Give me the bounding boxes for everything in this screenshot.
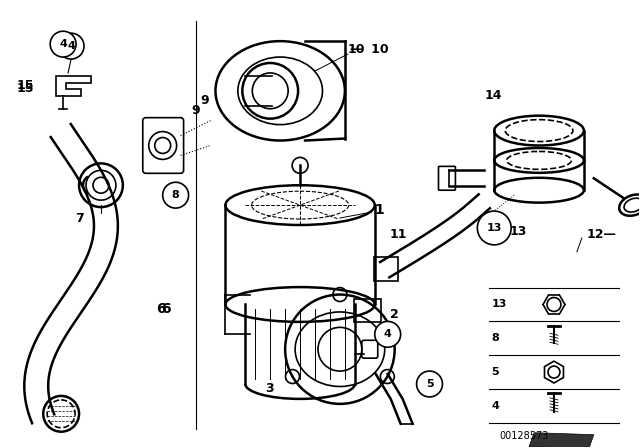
Text: 00128573: 00128573 [499,431,548,441]
Text: 11: 11 [390,228,407,241]
Text: 3: 3 [265,383,274,396]
Text: 8: 8 [172,190,179,200]
Text: 2: 2 [390,308,399,321]
Circle shape [375,321,401,347]
Text: 5: 5 [492,367,499,377]
Text: 6: 6 [156,302,165,316]
Circle shape [58,33,84,59]
Polygon shape [529,433,594,448]
Text: 8: 8 [492,333,499,343]
Circle shape [417,371,442,397]
Text: 15: 15 [17,82,34,95]
Text: 4: 4 [59,39,67,49]
Text: 13: 13 [486,223,502,233]
Text: 13: 13 [492,300,507,310]
Text: 4: 4 [67,41,75,51]
Text: 9: 9 [200,94,209,107]
Text: 9: 9 [191,104,200,117]
Text: 7: 7 [75,211,83,224]
Text: 4: 4 [492,401,499,411]
Text: 1: 1 [375,203,385,217]
Text: 5: 5 [426,379,433,389]
Circle shape [477,211,511,245]
Text: 10: 10 [348,43,365,56]
Text: 13: 13 [509,225,527,238]
Text: 12—: 12— [587,228,617,241]
Circle shape [163,182,189,208]
Text: 14: 14 [484,89,502,102]
Text: 4: 4 [384,329,392,339]
Text: —  10: — 10 [350,43,388,56]
Text: 15: 15 [17,79,34,92]
Text: 6: 6 [161,302,170,316]
Circle shape [50,31,76,57]
